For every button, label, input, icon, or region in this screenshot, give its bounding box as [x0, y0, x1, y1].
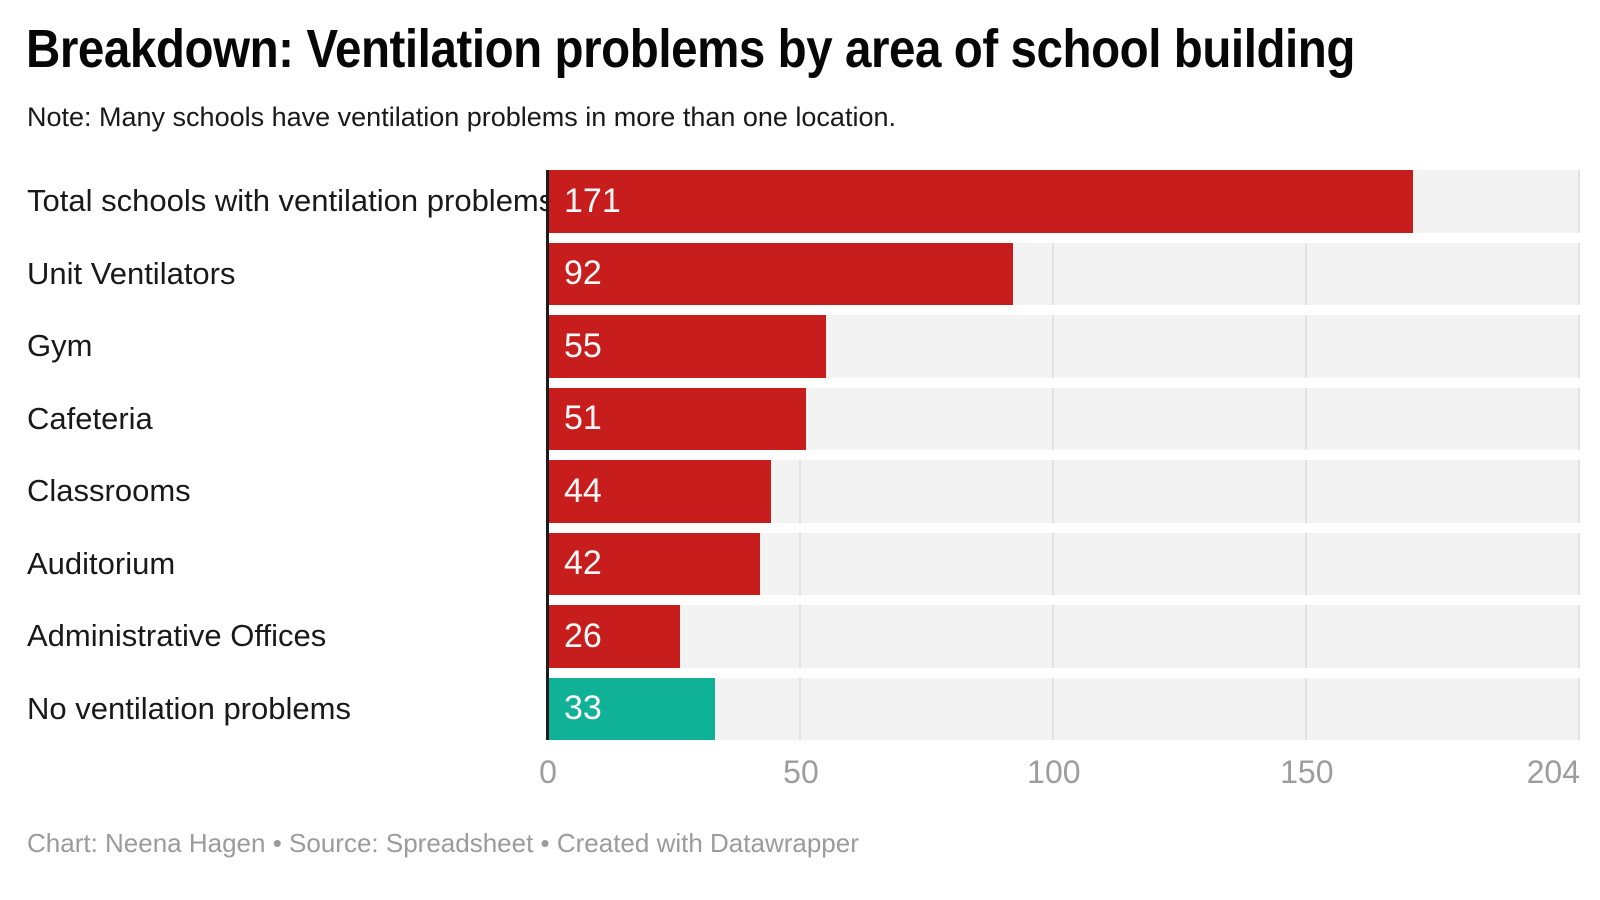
chart-byline: Chart: Neena Hagen • Source: Spreadsheet… — [27, 828, 859, 858]
gridline — [1578, 242, 1580, 305]
bar-value-label: 44 — [564, 471, 602, 510]
category-label: Gym — [27, 328, 93, 364]
gridline — [1304, 532, 1307, 595]
gridline — [1304, 460, 1307, 523]
gridline — [1304, 387, 1307, 450]
bar-plot: 44 — [548, 460, 1580, 523]
gridline — [1051, 387, 1054, 450]
gridline — [1051, 460, 1054, 523]
bar-value-label: 26 — [564, 616, 602, 655]
gridline — [1578, 315, 1580, 378]
gridline — [1578, 387, 1580, 450]
bar-plot: 171 — [548, 170, 1580, 233]
gridline — [798, 532, 801, 595]
gridline — [798, 605, 801, 668]
gridline — [1578, 605, 1580, 668]
gridline — [1304, 677, 1307, 740]
bar-value-label: 171 — [564, 181, 621, 220]
gridline — [798, 677, 801, 740]
gridline — [1578, 460, 1580, 523]
x-tick-label: 100 — [1027, 754, 1081, 790]
bar: 26 — [548, 605, 680, 668]
bar-value-label: 92 — [564, 254, 602, 293]
gridline — [1051, 315, 1054, 378]
bar-row: Classrooms 44 — [0, 460, 1580, 523]
bar: 44 — [548, 460, 771, 523]
bar-value-label: 51 — [564, 399, 602, 438]
bar-value-label: 55 — [564, 326, 602, 365]
gridline — [1304, 605, 1307, 668]
zero-axis-line — [546, 170, 549, 740]
bar-plot: 92 — [548, 242, 1580, 305]
gridline — [1304, 315, 1307, 378]
gridline — [1051, 677, 1054, 740]
bar-plot: 26 — [548, 605, 1580, 668]
bar: 51 — [548, 387, 806, 450]
bar-row: Gym 55 — [0, 315, 1580, 378]
bar-value-label: 33 — [564, 689, 602, 728]
bar-row: Cafeteria 51 — [0, 387, 1580, 450]
bar-row: Auditorium 42 — [0, 532, 1580, 595]
category-label: Total schools with ventilation problems — [27, 183, 555, 219]
gridline — [798, 460, 801, 523]
bar-plot: 42 — [548, 532, 1580, 595]
x-axis-ticks: 0 50 100 150 204 — [539, 754, 1580, 794]
bar-row: No ventilation problems 33 — [0, 677, 1580, 740]
category-label: Unit Ventilators — [27, 255, 236, 291]
bar-plot: 55 — [548, 315, 1580, 378]
bar: 171 — [548, 170, 1414, 233]
gridline — [1304, 242, 1307, 305]
bar-value-label: 42 — [564, 544, 602, 583]
bar-track — [548, 677, 1580, 740]
category-label: Cafeteria — [27, 400, 153, 436]
gridline — [1578, 170, 1580, 233]
category-label: Classrooms — [27, 473, 191, 509]
gridline — [1578, 532, 1580, 595]
chart-note: Note: Many schools have ventilation prob… — [27, 102, 896, 132]
gridline — [1051, 242, 1054, 305]
bar: 42 — [548, 532, 761, 595]
x-tick-label: 150 — [1280, 754, 1334, 790]
bar-chart: Total schools with ventilation problems 1… — [0, 170, 1580, 790]
bar-row: Unit Ventilators 92 — [0, 242, 1580, 305]
category-label: No ventilation problems — [27, 690, 351, 726]
bar-row: Total schools with ventilation problems 1… — [0, 170, 1580, 233]
category-label: Auditorium — [27, 545, 176, 581]
bar: 92 — [548, 242, 1014, 305]
bar-plot: 51 — [548, 387, 1580, 450]
bar-rows: Total schools with ventilation problems 1… — [0, 170, 1580, 740]
x-tick-label: 0 — [539, 754, 557, 790]
gridline — [1578, 677, 1580, 740]
x-tick-label: 50 — [783, 754, 819, 790]
x-tick-label: 204 — [1526, 754, 1580, 790]
gridline — [1051, 532, 1054, 595]
bar: 55 — [548, 315, 827, 378]
category-label: Administrative Offices — [27, 618, 327, 654]
bar-plot: 33 — [548, 677, 1580, 740]
bar-track — [548, 605, 1580, 668]
bar: 33 — [548, 677, 715, 740]
bar-row: Administrative Offices 26 — [0, 605, 1580, 668]
chart-title: Breakdown: Ventilation problems by area … — [26, 19, 1355, 79]
gridline — [1051, 605, 1054, 668]
